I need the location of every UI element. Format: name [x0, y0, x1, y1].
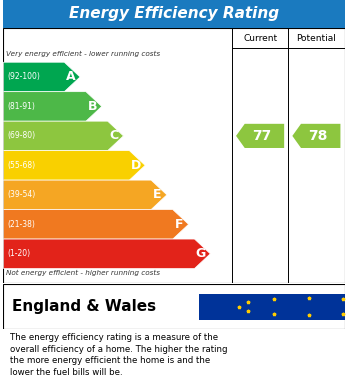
Text: B: B	[87, 100, 97, 113]
Text: (55-68): (55-68)	[8, 161, 36, 170]
Bar	[199, 294, 348, 319]
Polygon shape	[3, 62, 80, 92]
Text: F: F	[175, 218, 183, 231]
Text: E: E	[153, 188, 161, 201]
Text: (92-100): (92-100)	[8, 72, 40, 81]
Text: Very energy efficient - lower running costs: Very energy efficient - lower running co…	[6, 51, 160, 57]
Text: (81-91): (81-91)	[8, 102, 35, 111]
Text: (69-80): (69-80)	[8, 131, 36, 140]
Polygon shape	[3, 92, 102, 121]
Polygon shape	[3, 180, 167, 210]
Polygon shape	[3, 239, 210, 269]
Text: England & Wales: England & Wales	[12, 299, 156, 314]
Text: Potential: Potential	[296, 34, 336, 43]
Polygon shape	[292, 124, 340, 148]
Polygon shape	[3, 121, 124, 151]
Text: (1-20): (1-20)	[8, 249, 31, 258]
Text: 78: 78	[308, 129, 327, 143]
Text: 2002/91/EC: 2002/91/EC	[208, 311, 256, 320]
Text: G: G	[196, 247, 206, 260]
Text: 77: 77	[252, 129, 271, 143]
Text: A: A	[66, 70, 75, 83]
Text: EU Directive: EU Directive	[208, 295, 260, 304]
Text: Not energy efficient - higher running costs: Not energy efficient - higher running co…	[6, 270, 160, 276]
Text: (21-38): (21-38)	[8, 220, 35, 229]
Text: Energy Efficiency Rating: Energy Efficiency Rating	[69, 6, 279, 21]
Text: D: D	[130, 159, 141, 172]
Text: C: C	[109, 129, 118, 142]
Polygon shape	[236, 124, 284, 148]
Text: (39-54): (39-54)	[8, 190, 36, 199]
Polygon shape	[3, 151, 145, 180]
Text: Current: Current	[243, 34, 277, 43]
Text: The energy efficiency rating is a measure of the
overall efficiency of a home. T: The energy efficiency rating is a measur…	[10, 333, 228, 377]
Polygon shape	[3, 210, 189, 239]
